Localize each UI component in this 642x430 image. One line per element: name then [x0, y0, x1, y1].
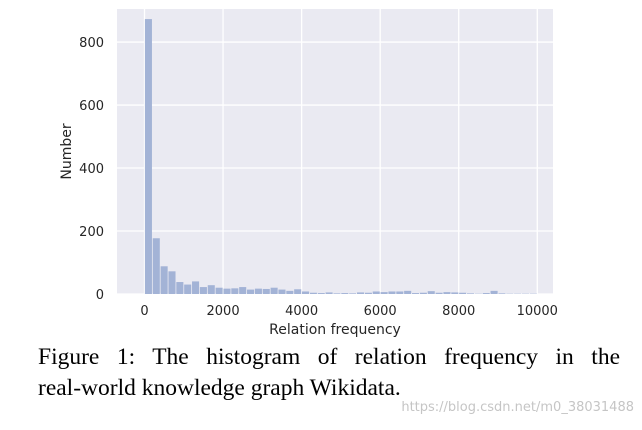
histogram-bars — [144, 19, 537, 294]
caption-line-2: real-world knowledge graph Wikidata. — [38, 375, 401, 401]
histogram-bar — [231, 288, 239, 294]
histogram-bar — [411, 293, 420, 294]
plot-background — [117, 9, 553, 294]
histogram-bar — [427, 291, 435, 294]
watermark-url: https://blog.csdn.net/m0_38031488 — [401, 400, 634, 415]
x-tick-label: 0 — [140, 304, 148, 319]
histogram-bar — [498, 293, 506, 294]
y-axis-ticks: 0 200 400 600 800 — [79, 36, 104, 303]
histogram-bar — [262, 288, 270, 294]
histogram-bar — [317, 293, 325, 294]
x-tick-label: 4000 — [285, 304, 318, 319]
x-axis-ticks: 0 2000 4000 6000 8000 10000 — [140, 304, 558, 319]
histogram-bar — [199, 287, 207, 294]
histogram-bar — [270, 287, 278, 294]
histogram-bar — [341, 293, 349, 294]
histogram-bar — [333, 293, 341, 294]
figure-caption: Figure 1: The histogram of relation freq… — [38, 342, 620, 404]
histogram-bar — [357, 292, 365, 294]
histogram-bar — [239, 287, 247, 294]
histogram-bar — [364, 292, 372, 294]
histogram-bar — [490, 290, 498, 294]
y-tick-label: 800 — [79, 36, 104, 51]
y-tick-label: 200 — [79, 225, 104, 240]
histogram-bar — [215, 287, 223, 294]
y-tick-label: 600 — [79, 99, 104, 114]
histogram-bar — [404, 290, 412, 294]
x-tick-label: 6000 — [364, 304, 397, 319]
histogram-bar — [482, 293, 490, 294]
histogram-bar — [451, 292, 459, 294]
y-axis-label: Number — [59, 123, 75, 179]
y-tick-label: 400 — [79, 162, 104, 177]
histogram-bar — [372, 291, 380, 294]
histogram-bar — [168, 271, 176, 294]
histogram-bar — [152, 238, 160, 294]
histogram-bar — [294, 289, 302, 294]
y-tick-label: 0 — [96, 288, 104, 303]
x-tick-label: 10000 — [517, 304, 558, 319]
histogram-bar — [144, 19, 152, 294]
histogram-bar — [192, 281, 200, 294]
x-axis-label: Relation frequency — [269, 322, 401, 338]
x-tick-label: 8000 — [442, 304, 475, 319]
histogram-bar — [184, 284, 192, 294]
histogram-bar — [160, 266, 168, 294]
histogram-bar — [286, 290, 294, 294]
histogram-bar — [176, 282, 184, 294]
histogram-bar — [388, 291, 396, 294]
histogram-bar — [207, 285, 215, 294]
histogram-bar — [443, 292, 451, 294]
histogram-bar — [435, 292, 443, 294]
histogram-bar — [459, 292, 467, 294]
histogram-bar — [302, 291, 310, 294]
x-tick-label: 2000 — [207, 304, 240, 319]
histogram-bar — [278, 289, 286, 294]
histogram-chart: 0 2000 4000 6000 8000 10000 0 200 400 600 800 Rel… — [59, 9, 558, 338]
histogram-bar — [223, 288, 231, 294]
histogram-bar — [325, 292, 333, 294]
histogram-bar — [419, 292, 427, 294]
caption-line-1: Figure 1: The histogram of relation freq… — [38, 344, 620, 370]
histogram-bar — [254, 288, 262, 294]
histogram-bar — [466, 293, 475, 294]
histogram-bar — [349, 293, 357, 294]
histogram-bar — [396, 291, 404, 294]
histogram-bar — [309, 292, 317, 294]
histogram-bar — [380, 292, 388, 294]
histogram-bar — [247, 289, 255, 294]
